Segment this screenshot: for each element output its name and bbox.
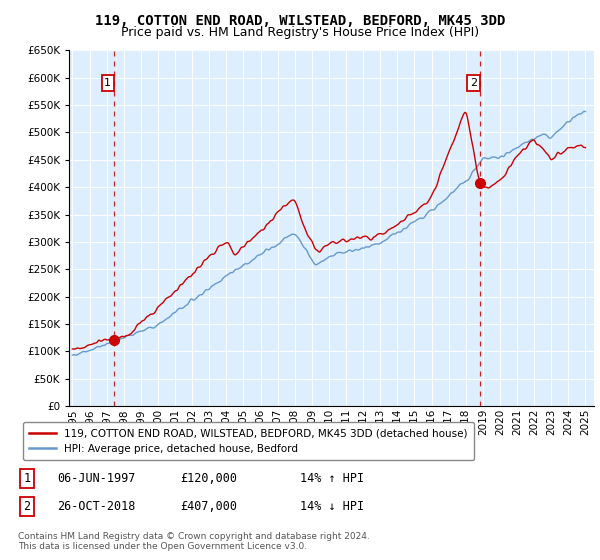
Text: 06-JUN-1997: 06-JUN-1997 bbox=[57, 472, 136, 486]
Text: 2: 2 bbox=[470, 78, 478, 88]
Text: 14% ↑ HPI: 14% ↑ HPI bbox=[300, 472, 364, 486]
Text: £120,000: £120,000 bbox=[180, 472, 237, 486]
Text: 1: 1 bbox=[104, 78, 112, 88]
Text: 1: 1 bbox=[23, 472, 31, 486]
Text: Price paid vs. HM Land Registry's House Price Index (HPI): Price paid vs. HM Land Registry's House … bbox=[121, 26, 479, 39]
Text: 14% ↓ HPI: 14% ↓ HPI bbox=[300, 500, 364, 514]
Text: Contains HM Land Registry data © Crown copyright and database right 2024.
This d: Contains HM Land Registry data © Crown c… bbox=[18, 532, 370, 552]
Text: 119, COTTON END ROAD, WILSTEAD, BEDFORD, MK45 3DD: 119, COTTON END ROAD, WILSTEAD, BEDFORD,… bbox=[95, 14, 505, 28]
Text: 2: 2 bbox=[23, 500, 31, 514]
Text: 26-OCT-2018: 26-OCT-2018 bbox=[57, 500, 136, 514]
Legend: 119, COTTON END ROAD, WILSTEAD, BEDFORD, MK45 3DD (detached house), HPI: Average: 119, COTTON END ROAD, WILSTEAD, BEDFORD,… bbox=[23, 422, 473, 460]
Text: £407,000: £407,000 bbox=[180, 500, 237, 514]
